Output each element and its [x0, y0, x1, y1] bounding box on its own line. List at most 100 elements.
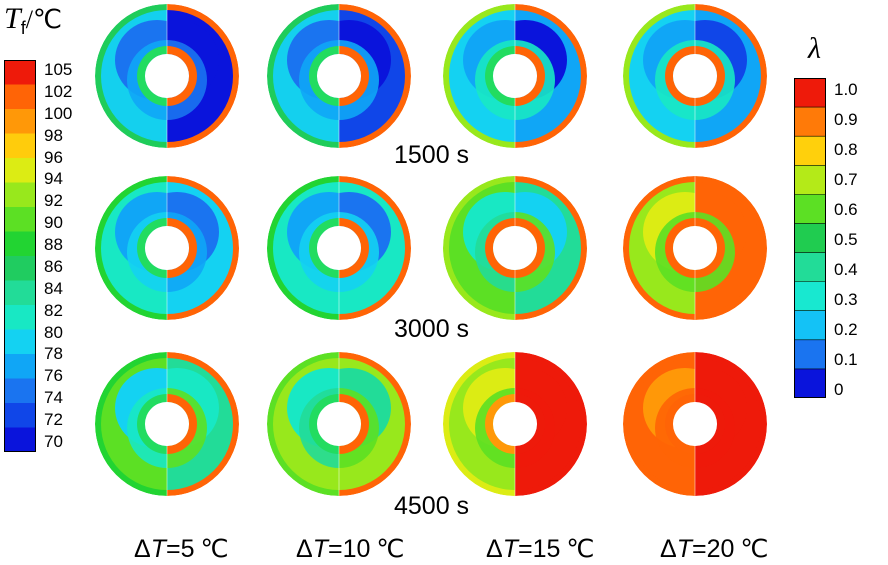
lambda-tick-label: 0.4 [834, 260, 858, 279]
tf-colorbar-band [4, 329, 36, 355]
tf-tick-label: 72 [44, 410, 63, 430]
lambda-colorbar-band [794, 78, 826, 108]
condition-unit: ℃ [740, 536, 769, 563]
contour-annulus [443, 176, 587, 320]
tube-bore [317, 54, 361, 98]
tf-colorbar-band [4, 84, 36, 110]
tf-tick-label: 70 [44, 432, 63, 451]
lambda-colorbar-band [794, 107, 826, 137]
time-label-1500: 1500 s [394, 141, 470, 169]
lambda-tick-label: 0.1 [834, 350, 858, 369]
lambda-colorbar-band [794, 368, 826, 398]
condition-unit: ℃ [376, 536, 405, 563]
contour-annulus [267, 4, 411, 148]
tf-tick-label: 92 [44, 191, 63, 211]
tf-colorbar-band [4, 60, 36, 86]
tf-tick-label: 100 [44, 103, 73, 123]
lambda-tick-label: 0.8 [834, 140, 858, 159]
tube-bore [317, 402, 361, 446]
tf-legend-subscript: f [20, 18, 26, 38]
tf-colorbar-band [4, 427, 36, 452]
condition-label-dt15: ΔT=15 ℃ [486, 534, 594, 565]
tube-bore [673, 402, 717, 446]
contour-annulus [623, 176, 767, 320]
lambda-colorbar-band [794, 223, 826, 254]
condition-prefix: Δ [296, 535, 313, 563]
lambda-colorbar-gradient [794, 78, 826, 398]
lambda-colorbar-band [794, 136, 826, 166]
tube-bore [673, 54, 717, 98]
tf-tick-label: 80 [44, 322, 63, 342]
condition-value: =20 [691, 535, 735, 563]
tf-colorbar-band [4, 354, 36, 380]
contour-grid [95, 4, 767, 496]
lambda-tick-label: 1.0 [834, 80, 858, 99]
tube-bore [493, 402, 537, 446]
contour-annulus [443, 352, 587, 496]
tf-colorbar-band [4, 231, 36, 257]
lambda-tick-label: 0 [834, 380, 844, 399]
tf-tick-label: 96 [44, 147, 63, 167]
lambda-tick-label: 0.6 [834, 200, 858, 219]
tf-tick-label: 84 [44, 278, 63, 298]
condition-unit: ℃ [200, 536, 229, 563]
contour-annulus [267, 352, 411, 496]
condition-value: =5 [165, 535, 195, 563]
tf-tick-label: 102 [44, 81, 73, 101]
lambda-colorbar-band [794, 281, 826, 312]
tube-bore [493, 226, 537, 270]
tf-tick-label: 90 [44, 213, 63, 233]
tf-tick-label: 94 [44, 169, 63, 189]
lambda-colorbar-band [794, 339, 826, 370]
tf-colorbar-band [4, 182, 36, 208]
tf-colorbar-band [4, 378, 36, 404]
tube-bore [493, 54, 537, 98]
lambda-colorbar-band [794, 194, 826, 225]
tf-legend-unit: /℃ [25, 5, 63, 34]
tube-bore [317, 226, 361, 270]
contour-annulus [623, 4, 767, 148]
condition-label-dt10: ΔT=10 ℃ [296, 534, 404, 565]
tf-colorbar-band [4, 280, 36, 306]
tf-colorbar-ticks: 105 102 100 98 96 94 92 90 88 86 84 82 80 78 76 74 72 70 [44, 60, 100, 452]
condition-prefix: Δ [660, 535, 677, 563]
tf-tick-label: 88 [44, 235, 63, 255]
lambda-colorbar-band [794, 310, 826, 341]
condition-prefix: Δ [486, 535, 503, 563]
lambda-tick-label: 0.3 [834, 290, 858, 309]
condition-label-dt20: ΔT=20 ℃ [660, 534, 768, 565]
tf-tick-label: 78 [44, 344, 63, 364]
tube-bore [145, 54, 189, 98]
lambda-colorbar-frame [794, 78, 826, 398]
lambda-tick-label: 0.2 [834, 320, 858, 339]
lambda-colorbar [794, 78, 826, 398]
tf-legend-title: Tf/℃ [4, 4, 62, 43]
lambda-colorbar-band [794, 252, 826, 283]
lambda-tick-label: 0.5 [834, 230, 858, 249]
tf-tick-label: 86 [44, 256, 63, 276]
condition-prefix: Δ [134, 535, 151, 563]
tf-tick-label: 82 [44, 300, 63, 320]
contour-annulus [443, 4, 587, 148]
condition-var: T [150, 535, 166, 563]
tf-tick-label: 76 [44, 366, 63, 386]
tf-tick-label: 74 [44, 388, 63, 408]
lambda-colorbar-band [794, 165, 826, 195]
contour-annulus [95, 4, 239, 148]
tf-colorbar-band [4, 133, 36, 159]
time-label-4500: 4500 s [394, 492, 470, 520]
tf-tick-label: 98 [44, 125, 63, 145]
tf-colorbar-frame [4, 60, 36, 452]
contour-annulus [95, 352, 239, 496]
lambda-tick-label: 0.7 [834, 170, 858, 189]
tf-colorbar [4, 60, 36, 452]
contour-annulus [623, 352, 767, 496]
lambda-tick-label: 0.9 [834, 110, 858, 129]
contour-annulus [267, 176, 411, 320]
tf-colorbar-band [4, 256, 36, 282]
tf-colorbar-band [4, 109, 36, 135]
tube-bore [145, 226, 189, 270]
condition-unit: ℃ [566, 536, 595, 563]
condition-value: =15 [517, 535, 561, 563]
condition-var: T [676, 535, 692, 563]
